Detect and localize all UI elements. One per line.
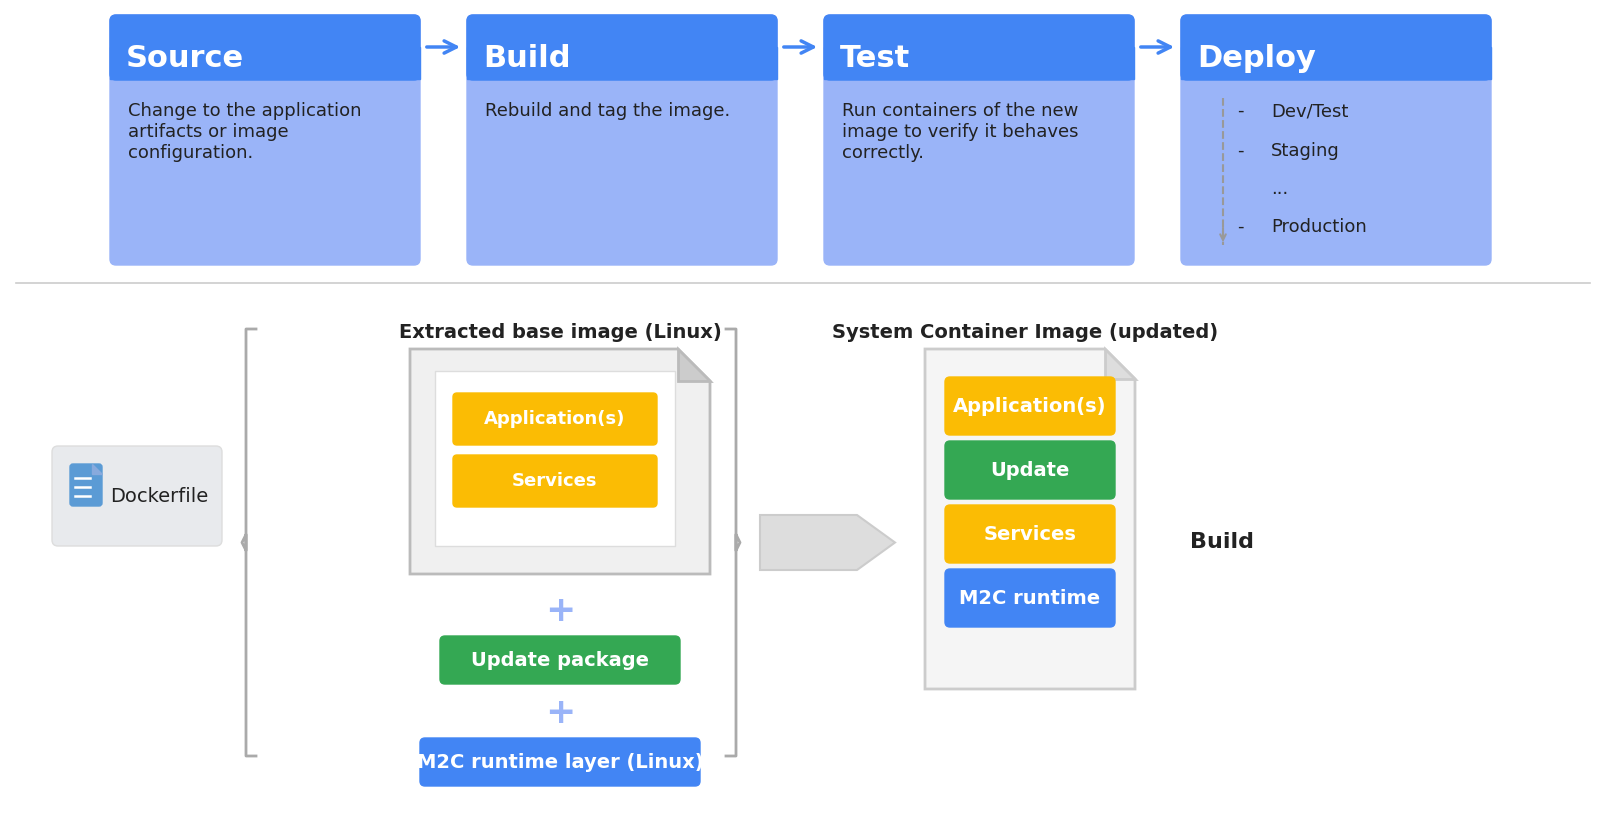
Text: -: - <box>1236 142 1242 160</box>
FancyBboxPatch shape <box>1180 15 1489 80</box>
FancyBboxPatch shape <box>71 464 103 506</box>
Polygon shape <box>924 349 1135 689</box>
Text: +: + <box>544 696 575 730</box>
Text: Dev/Test: Dev/Test <box>1270 102 1348 120</box>
Polygon shape <box>677 349 709 381</box>
Text: Production: Production <box>1270 218 1366 236</box>
FancyBboxPatch shape <box>823 15 1133 80</box>
FancyBboxPatch shape <box>467 15 777 265</box>
Text: -: - <box>1236 102 1242 120</box>
Text: Extracted base image (Linux): Extracted base image (Linux) <box>398 323 721 342</box>
Text: Services: Services <box>512 472 597 490</box>
Text: +: + <box>544 594 575 628</box>
Text: Deploy: Deploy <box>1196 44 1314 72</box>
FancyBboxPatch shape <box>421 738 700 786</box>
Bar <box>109 47 421 79</box>
Text: Source: Source <box>125 44 244 72</box>
Text: Test: Test <box>839 44 910 72</box>
FancyBboxPatch shape <box>944 505 1114 563</box>
FancyBboxPatch shape <box>823 15 1133 265</box>
Text: Application(s): Application(s) <box>485 410 626 428</box>
Text: Change to the application
artifacts or image
configuration.: Change to the application artifacts or i… <box>128 102 361 162</box>
Text: ...: ... <box>1270 180 1287 198</box>
FancyBboxPatch shape <box>944 569 1114 627</box>
FancyBboxPatch shape <box>109 15 421 80</box>
Text: Build: Build <box>1189 533 1254 552</box>
Text: Dockerfile: Dockerfile <box>109 487 209 506</box>
Text: M2C runtime: M2C runtime <box>958 589 1099 607</box>
FancyBboxPatch shape <box>944 377 1114 435</box>
Bar <box>467 47 777 79</box>
Text: Rebuild and tag the image.: Rebuild and tag the image. <box>485 102 730 120</box>
Polygon shape <box>409 349 709 574</box>
Bar <box>435 371 674 546</box>
Text: Staging: Staging <box>1270 142 1339 160</box>
Text: -: - <box>1236 218 1242 236</box>
FancyBboxPatch shape <box>51 446 221 546</box>
Text: System Container Image (updated): System Container Image (updated) <box>831 323 1217 342</box>
Bar <box>823 47 1133 79</box>
Polygon shape <box>91 464 103 474</box>
Text: Build: Build <box>483 44 570 72</box>
FancyBboxPatch shape <box>109 15 421 265</box>
FancyBboxPatch shape <box>1180 15 1489 265</box>
FancyBboxPatch shape <box>467 15 777 80</box>
Text: M2C runtime layer (Linux): M2C runtime layer (Linux) <box>416 752 703 772</box>
FancyBboxPatch shape <box>453 455 656 507</box>
Text: Update: Update <box>990 460 1069 479</box>
FancyBboxPatch shape <box>440 636 679 684</box>
Text: Services: Services <box>982 524 1075 543</box>
Text: Application(s): Application(s) <box>953 396 1106 415</box>
Bar <box>1180 47 1489 79</box>
Text: Update package: Update package <box>470 650 648 669</box>
Polygon shape <box>759 515 894 570</box>
FancyBboxPatch shape <box>453 393 656 445</box>
Text: Run containers of the new
image to verify it behaves
correctly.: Run containers of the new image to verif… <box>841 102 1079 162</box>
Polygon shape <box>1104 349 1135 379</box>
FancyBboxPatch shape <box>944 441 1114 499</box>
